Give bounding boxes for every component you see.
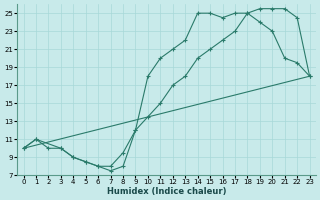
- X-axis label: Humidex (Indice chaleur): Humidex (Indice chaleur): [107, 187, 226, 196]
